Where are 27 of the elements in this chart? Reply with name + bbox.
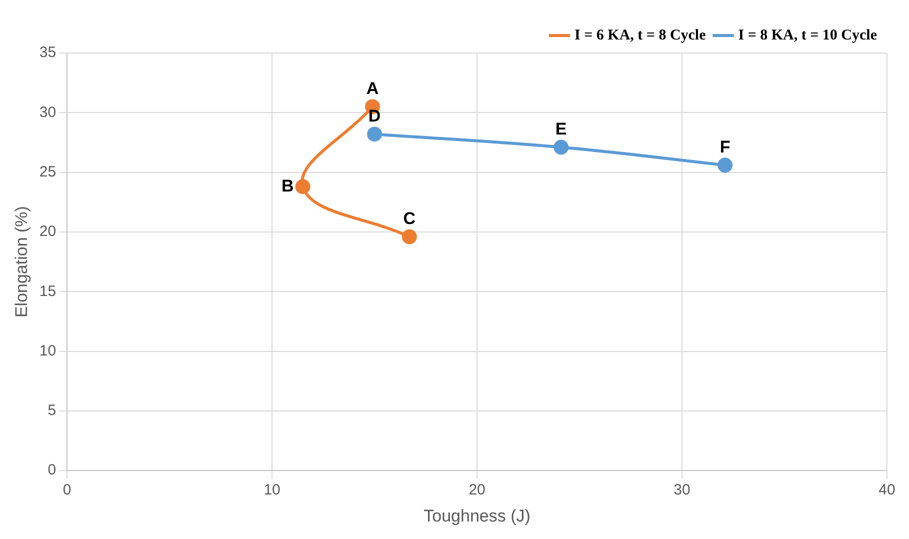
y-tick-label: 20 (39, 223, 56, 240)
legend-label: I = 6 KA, t = 8 Cycle (574, 27, 706, 44)
y-tick-label: 10 (39, 342, 56, 360)
legend-label: I = 8 KA, t = 10 Cycle (738, 27, 878, 44)
x-tick-label: 0 (62, 482, 72, 499)
annotation: F (720, 137, 730, 156)
x-tick-label: 30 (674, 482, 690, 499)
point (718, 158, 733, 173)
point (554, 140, 569, 155)
y-tick-label: 0 (48, 462, 56, 479)
point (402, 229, 417, 244)
x-tick-label: 40 (878, 482, 896, 499)
annotation: A (366, 78, 379, 98)
point (295, 179, 310, 194)
annotation: E (555, 119, 567, 138)
x-tick-label: 20 (468, 482, 486, 499)
y-tick-label: 25 (39, 163, 56, 180)
y-tick-label: 5 (48, 402, 56, 420)
x-tick-label: 10 (264, 482, 280, 499)
y-tick-label: 35 (39, 44, 56, 62)
point (367, 126, 382, 142)
annotation: B (282, 176, 294, 196)
y-tick-label: 30 (39, 104, 56, 121)
y-axis-title: Elongation (%) (12, 206, 31, 318)
annotation: C (403, 208, 416, 228)
y-tick-label: 15 (39, 282, 56, 300)
x-axis-title: Toughness (J) (424, 506, 530, 526)
